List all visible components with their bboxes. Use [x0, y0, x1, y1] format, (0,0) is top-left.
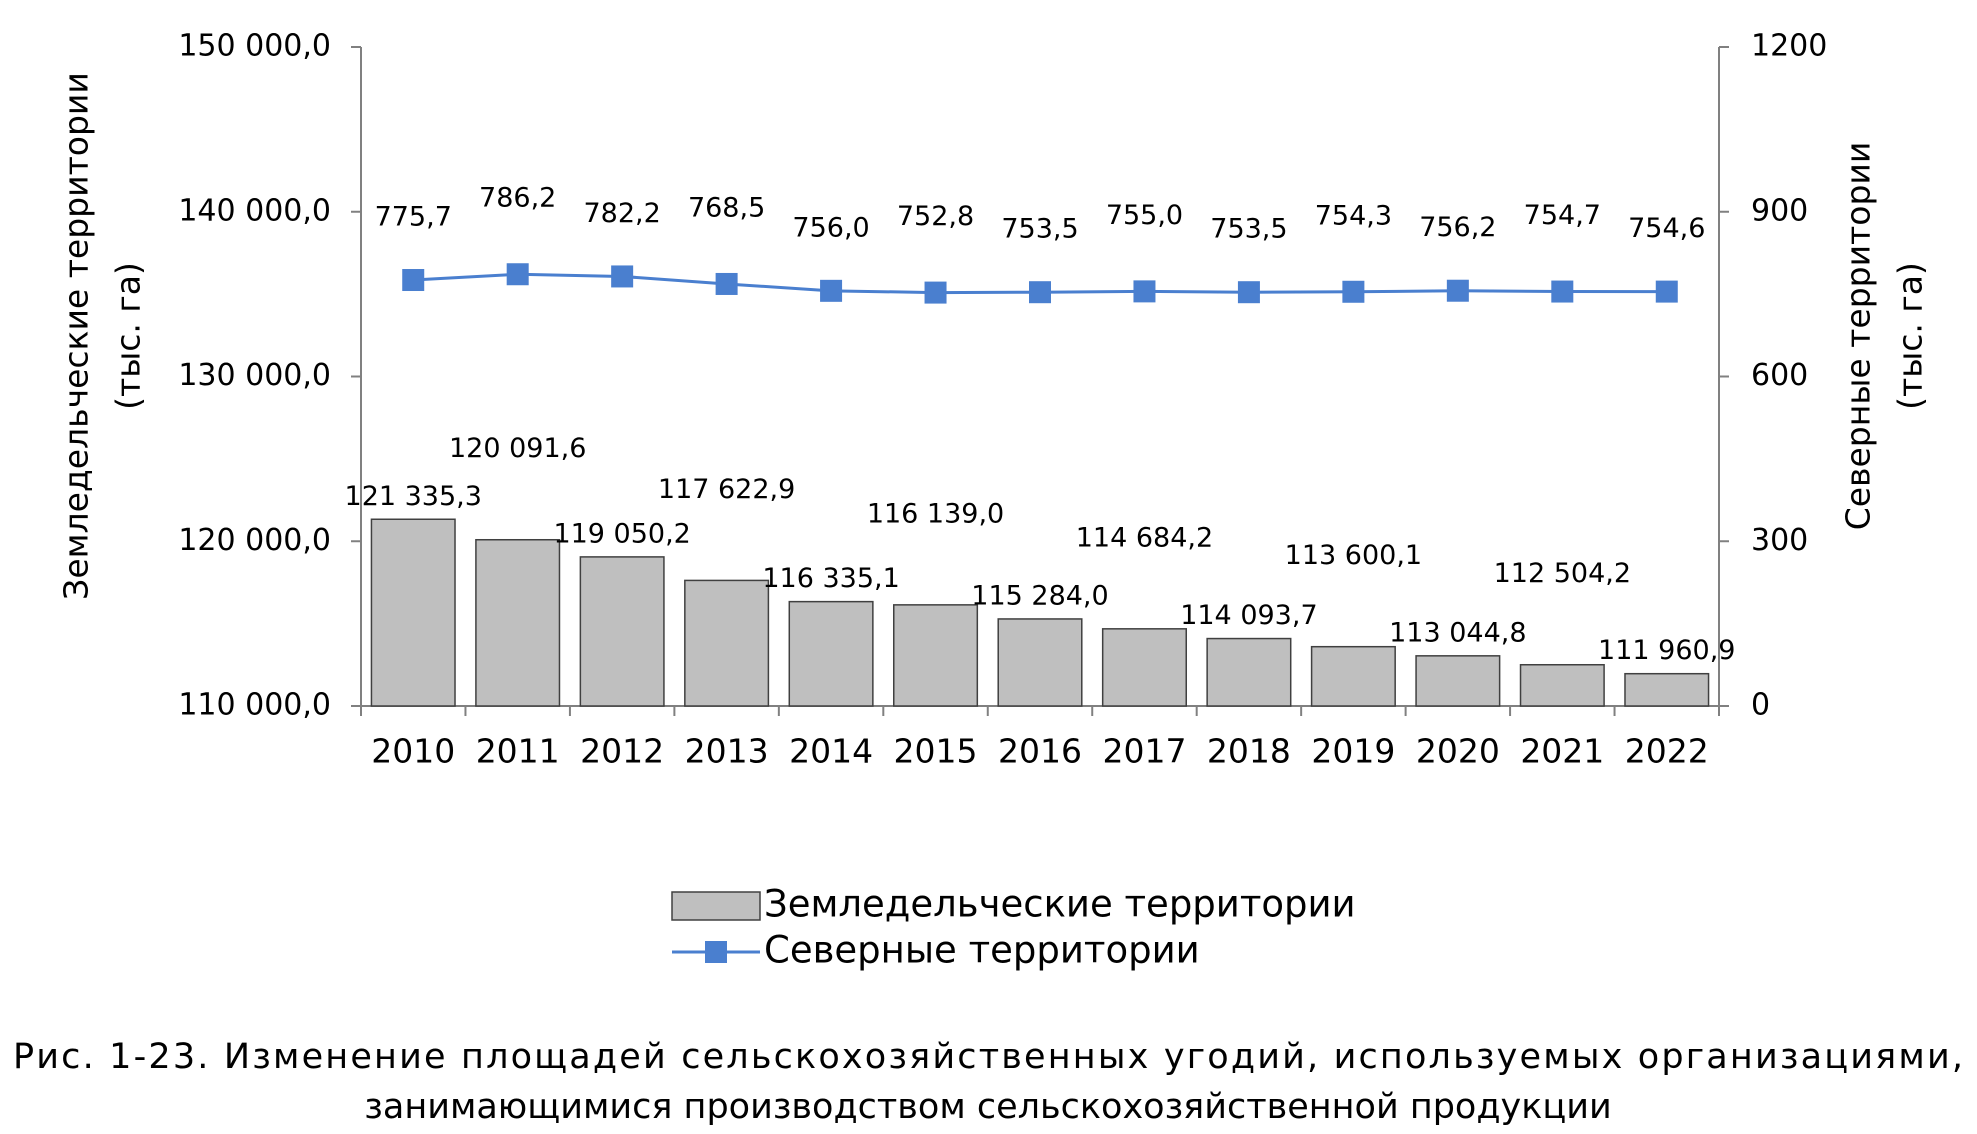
bar-value-label: 117 622,9: [658, 474, 795, 505]
y2-tick-label: 900: [1751, 193, 1808, 228]
line-marker: [611, 265, 634, 288]
legend-label: Северные территории: [764, 929, 1200, 972]
line-value-label: 782,2: [584, 198, 661, 229]
line-value-label: 753,5: [1001, 214, 1078, 245]
y-tick-label: 130 000,0: [178, 358, 331, 393]
line-marker: [1029, 281, 1051, 304]
bar: [1624, 672, 1710, 707]
bar-value-label: 120 091,6: [449, 433, 586, 464]
legend-swatch: [705, 941, 727, 963]
line-marker: [506, 263, 529, 286]
bar: [1206, 637, 1292, 707]
line-value-label: 786,2: [479, 183, 556, 214]
line-marker: [1655, 280, 1678, 303]
line-marker: [1342, 280, 1365, 303]
bar-value-label: 115 284,0: [971, 580, 1108, 611]
x-tick-label: 2021: [1520, 732, 1604, 771]
bar-value-label: 114 093,7: [1180, 600, 1317, 631]
line-value-label: 768,5: [688, 192, 765, 223]
x-tick-label: 2014: [789, 732, 873, 771]
bar: [684, 579, 770, 707]
x-tick-label: 2012: [580, 732, 664, 771]
y-axis-title: (тыс. га): [109, 262, 148, 410]
line-marker: [1446, 279, 1469, 302]
line-value-label: 775,7: [375, 202, 452, 233]
y2-tick-label: 600: [1751, 358, 1808, 393]
x-tick-label: 2020: [1416, 732, 1500, 771]
y2-tick-label: 1200: [1751, 29, 1827, 64]
bar-value-label: 113 044,8: [1389, 617, 1526, 648]
y-tick-label: 140 000,0: [178, 193, 331, 228]
line-marker: [1133, 280, 1156, 303]
bar-value-label: 114 684,2: [1076, 522, 1213, 553]
bar-value-label: 116 139,0: [867, 498, 1004, 529]
x-tick-label: 2019: [1311, 732, 1395, 771]
line-marker: [1551, 280, 1574, 303]
line-value-label: 756,0: [792, 212, 869, 243]
y2-axis-title: (тыс. га): [1891, 262, 1930, 410]
line-value-label: 754,6: [1628, 213, 1705, 244]
bar: [1101, 628, 1187, 707]
y2-tick-label: 300: [1751, 523, 1808, 558]
y2-axis-title: Северные территории: [1839, 142, 1878, 531]
bar-value-label: 121 335,3: [345, 481, 482, 512]
bar-value-label: 113 600,1: [1285, 540, 1422, 571]
line-value-label: 754,7: [1524, 200, 1601, 231]
bar: [1519, 663, 1605, 707]
bar: [579, 556, 665, 707]
x-tick-label: 2022: [1625, 732, 1709, 771]
caption: Рис. 1-23. Изменение площадей сельскохоз…: [13, 1037, 1963, 1077]
legend-swatch: [671, 891, 761, 921]
y2-tick-label: 0: [1751, 688, 1770, 723]
y-tick-label: 120 000,0: [178, 523, 331, 558]
bar-value-label: 112 504,2: [1494, 558, 1631, 589]
legend-label: Земледельческие территории: [764, 883, 1356, 926]
bar: [788, 600, 874, 707]
line-marker: [924, 281, 947, 304]
bar: [893, 604, 979, 707]
line-marker: [1237, 281, 1260, 304]
x-tick-label: 2015: [894, 732, 978, 771]
x-tick-label: 2018: [1207, 732, 1291, 771]
bar: [1310, 645, 1396, 707]
y-axis-title: Земледельческие территории: [57, 72, 96, 600]
bar-value-label: 116 335,1: [762, 563, 899, 594]
line-value-label: 754,3: [1315, 200, 1392, 231]
x-tick-label: 2010: [371, 732, 455, 771]
line-value-label: 756,2: [1419, 212, 1496, 243]
line-marker: [820, 279, 843, 302]
line-value-label: 753,5: [1210, 214, 1287, 245]
bar-value-label: 119 050,2: [553, 518, 690, 549]
bar-value-label: 111 960,9: [1598, 635, 1735, 666]
y-tick-label: 150 000,0: [178, 29, 331, 64]
bar: [1415, 655, 1501, 707]
bar: [370, 518, 456, 707]
bar: [997, 618, 1083, 707]
bar: [475, 538, 561, 707]
caption: занимающимися производством сельскохозяй…: [364, 1087, 1611, 1127]
y-tick-label: 110 000,0: [178, 688, 331, 723]
line-value-label: 752,8: [897, 201, 974, 232]
x-tick-label: 2016: [998, 732, 1082, 771]
line-marker: [402, 269, 425, 292]
line-value-label: 755,0: [1106, 200, 1183, 231]
x-tick-label: 2017: [1102, 732, 1186, 771]
x-tick-label: 2013: [685, 732, 769, 771]
line-marker: [715, 272, 738, 295]
x-tick-label: 2011: [476, 732, 560, 771]
